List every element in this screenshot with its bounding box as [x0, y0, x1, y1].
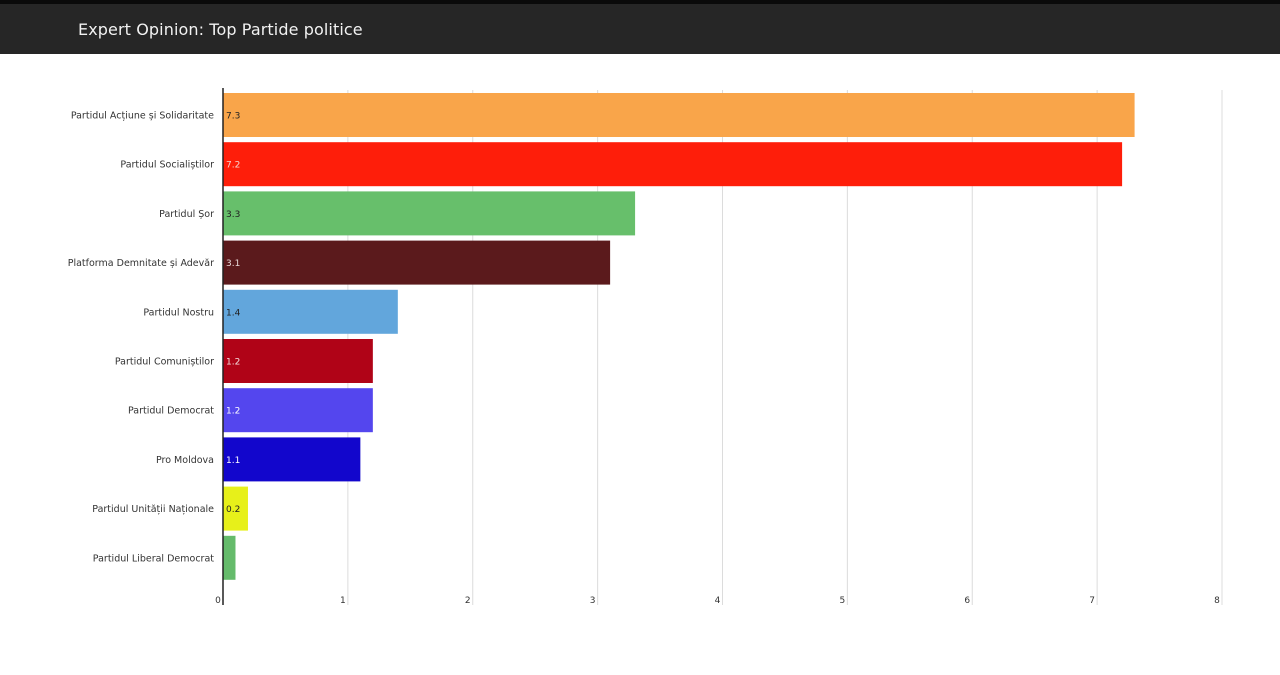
bar[interactable]: [223, 339, 373, 383]
bar-value-label: 1.2: [226, 358, 240, 368]
bar[interactable]: [223, 240, 611, 285]
bar-value-label: 0.2: [226, 505, 240, 515]
x-tick-label: 5: [840, 596, 846, 606]
bar[interactable]: [223, 93, 1135, 137]
bar[interactable]: [223, 388, 373, 433]
x-tick-label: 1: [340, 596, 346, 606]
bar-value-label: 7.2: [226, 161, 240, 171]
bar-chart: 7.3 7.2 3.3 3.1 1.4 1.2 1.2 1.1 0.2 Partidul Acț…: [68, 88, 1223, 606]
bar-value-label: 3.1: [226, 259, 240, 269]
chart-container: 7.3 7.2 3.3 3.1 1.4 1.2 1.2 1.1 0.2 Partidul Acț…: [0, 54, 1280, 614]
bar-value-label: 1.2: [226, 407, 240, 417]
x-tick-label: 8: [1214, 596, 1220, 606]
category-label: Pro Moldova: [156, 455, 214, 466]
category-label: Partidul Democrat: [128, 406, 214, 417]
category-label: Partidul Liberal Democrat: [93, 553, 214, 564]
category-label: Partidul Comuniștilor: [115, 357, 214, 368]
category-label: Partidul Unității Naționale: [92, 504, 214, 515]
top-strip: [0, 0, 1280, 4]
x-tick-label: 6: [964, 596, 970, 606]
category-label: Partidul Socialiștilor: [120, 160, 214, 171]
category-label: Platforma Demnitate și Adevăr: [68, 258, 214, 269]
bar-value-label: 7.3: [226, 112, 240, 122]
x-tick-label: 0: [215, 596, 221, 606]
bar[interactable]: [223, 191, 636, 236]
bar[interactable]: [223, 437, 361, 482]
category-label: Partidul Șor: [159, 209, 214, 220]
x-tick-labels: 0 1 2 3 4 5 6 7 8: [215, 596, 1220, 606]
bar[interactable]: [223, 289, 398, 334]
page-title: Expert Opinion: Top Partide politice: [78, 19, 363, 39]
bar-value-label: 3.3: [226, 210, 240, 220]
category-label: Partidul Nostru: [143, 307, 214, 318]
bar-value-label: 1.1: [226, 456, 240, 466]
x-tick-label: 4: [715, 596, 721, 606]
bar-value-label: 1.4: [226, 308, 241, 318]
bar[interactable]: [223, 142, 1123, 187]
header-bar: Expert Opinion: Top Partide politice: [0, 4, 1280, 54]
x-tick-label: 2: [465, 596, 471, 606]
x-tick-label: 7: [1089, 596, 1095, 606]
bars: 7.3 7.2 3.3 3.1 1.4 1.2 1.2 1.1 0.2: [223, 93, 1135, 580]
category-labels: Partidul Acțiune și Solidaritate Partidul…: [68, 111, 215, 565]
bar[interactable]: [223, 535, 236, 580]
x-tick-label: 3: [590, 596, 596, 606]
bar[interactable]: [223, 486, 248, 531]
category-label: Partidul Acțiune și Solidaritate: [71, 111, 214, 122]
